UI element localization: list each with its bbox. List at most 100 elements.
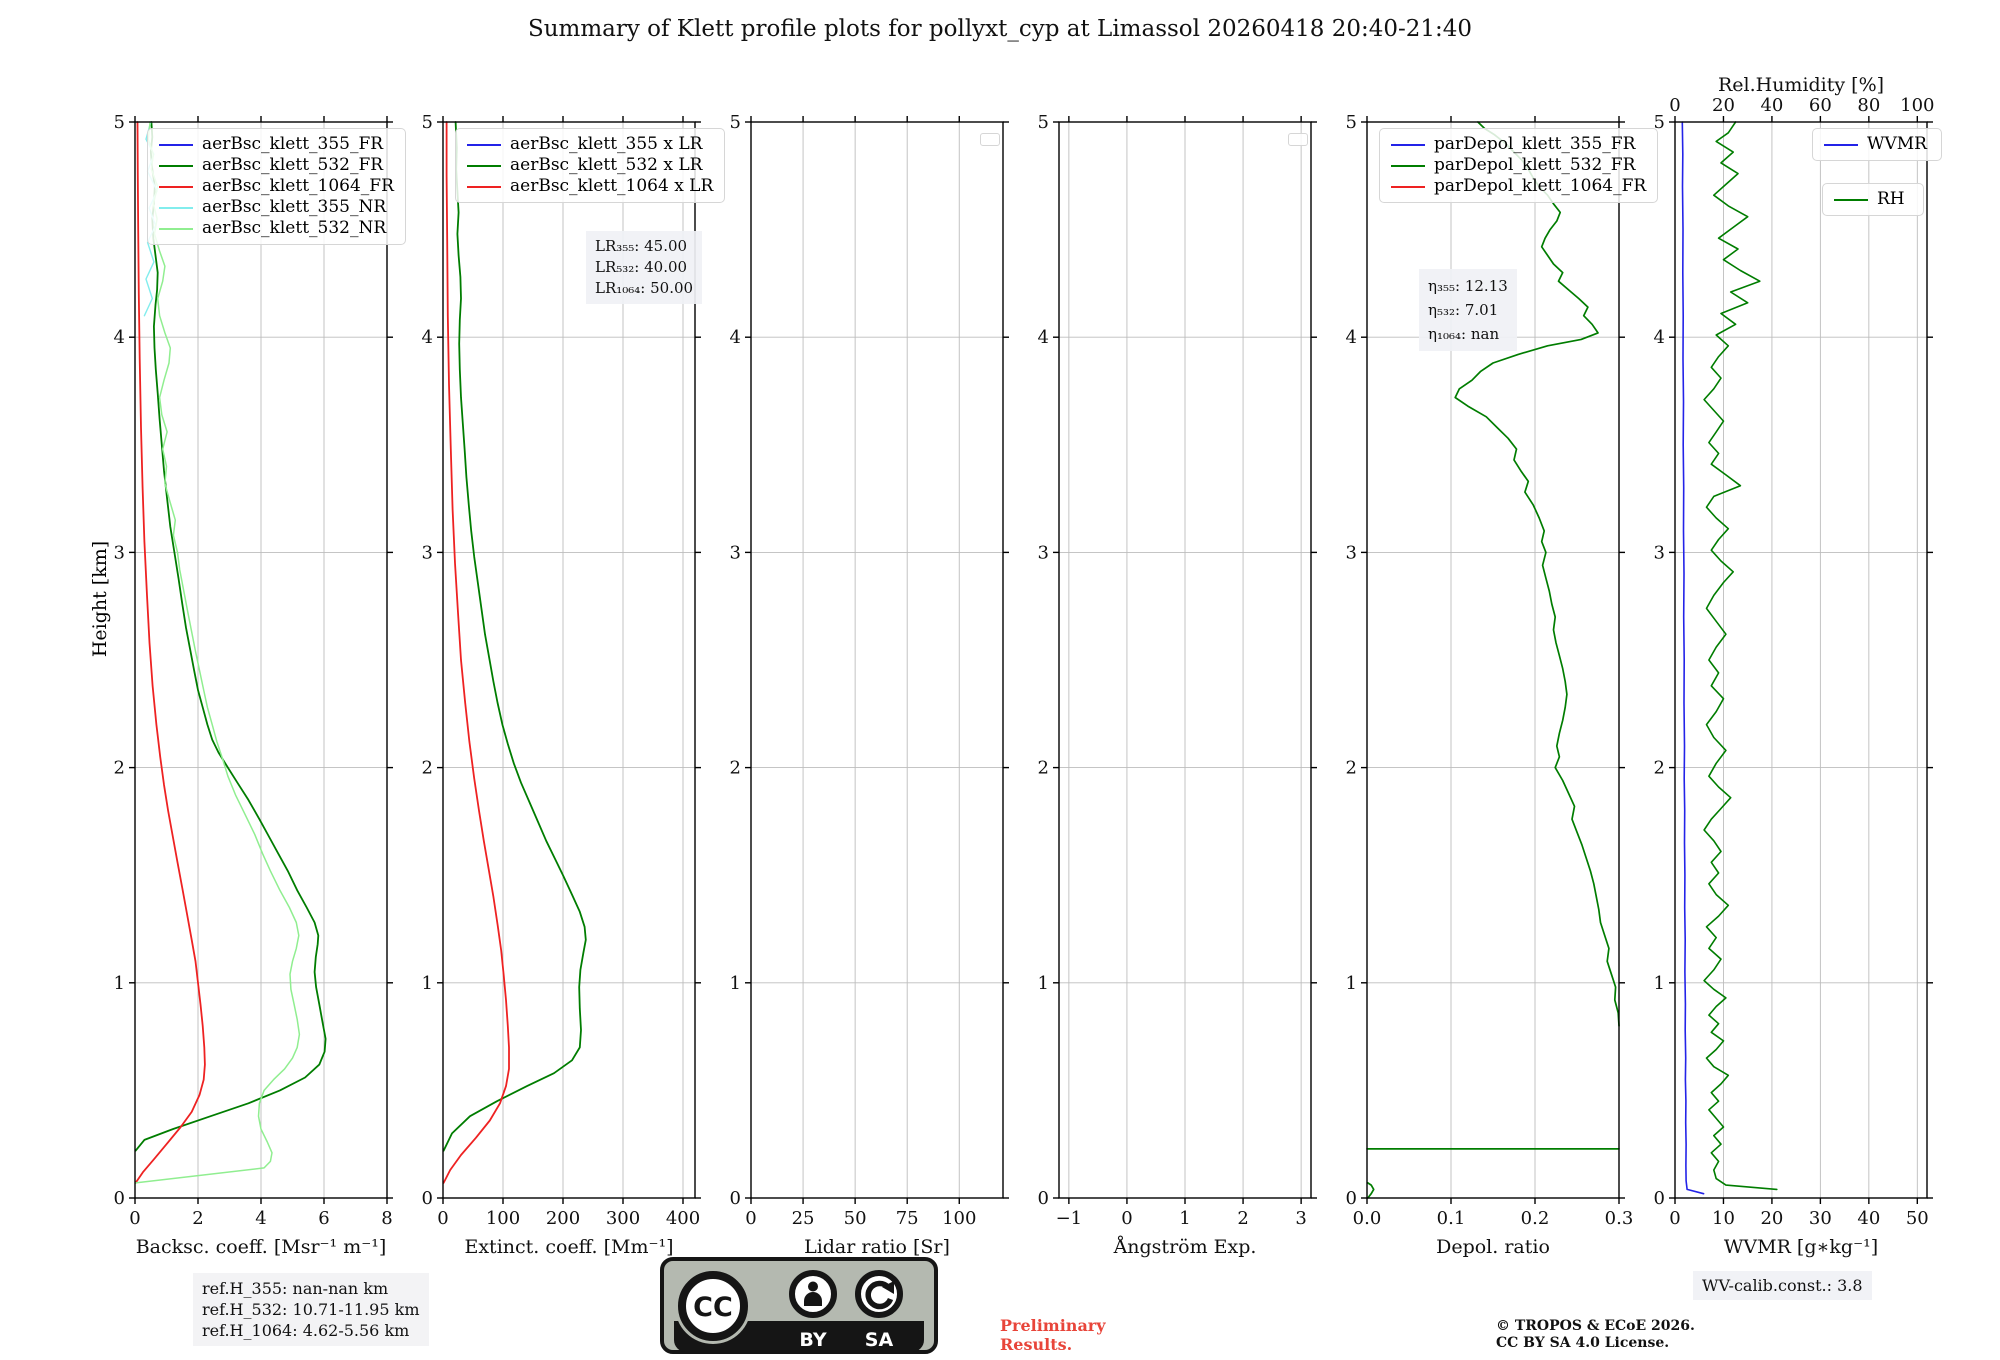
x-tick-label: 0 bbox=[745, 1208, 756, 1229]
ref-h-1064: ref.H_1064: 4.62-5.56 km bbox=[202, 1321, 410, 1340]
legend-label: aerBsc_klett_532_NR bbox=[202, 218, 387, 238]
x-tick-label: 6 bbox=[318, 1208, 329, 1229]
legend-label: aerBsc_klett_355_FR bbox=[202, 134, 384, 154]
x-tick-label: 0 bbox=[437, 1208, 448, 1229]
x-tick-label: 2 bbox=[192, 1208, 203, 1229]
x-tick-label: −1 bbox=[1056, 1208, 1083, 1229]
y-tick-label: 2 bbox=[1346, 758, 1357, 779]
top-tick-label: 20 bbox=[1712, 95, 1735, 116]
legend-label: aerBsc_klett_355_NR bbox=[202, 197, 387, 217]
legend-item: RH bbox=[1834, 189, 1912, 210]
y-tick-label: 2 bbox=[1038, 758, 1049, 779]
y-tick-label: 2 bbox=[114, 758, 125, 779]
y-tick-label: 1 bbox=[114, 973, 125, 994]
legend-item: aerBsc_klett_1064_FR bbox=[159, 176, 394, 197]
y-tick-label: 5 bbox=[422, 112, 433, 133]
series-aerBsc_klett_1064_FR bbox=[134, 121, 206, 1184]
y-tick-label: 4 bbox=[114, 327, 125, 348]
x-tick-label: 300 bbox=[606, 1208, 640, 1229]
legend-box bbox=[1288, 133, 1308, 146]
lr-1064-value: LR₁₀₆₄: 50.00 bbox=[595, 279, 694, 297]
legend-label: aerBsc_klett_1064_FR bbox=[202, 176, 394, 196]
series-aerBsc_klett_532_NR bbox=[134, 121, 301, 1184]
panel-extinct: 0 100 200 300 400 0 1 2 3 4 5 Extinct. coeff. [Mm⁻¹… bbox=[422, 112, 701, 1258]
sa-arrow-arc bbox=[865, 1280, 894, 1310]
panel-lidar_ratio: 0 25 50 75 100 0 1 2 3 4 5 Lidar ratio [Sr] bbox=[730, 112, 1009, 1258]
legend-line-sample bbox=[159, 143, 193, 146]
x-tick-label: 8 bbox=[381, 1208, 392, 1229]
cc-icon bbox=[678, 1271, 748, 1341]
by-person-head bbox=[808, 1281, 818, 1292]
by-label: BY bbox=[799, 1329, 826, 1351]
cc-icon-label: CC bbox=[693, 1292, 733, 1323]
legend-line-sample bbox=[1391, 164, 1425, 167]
legend-line-sample bbox=[159, 164, 193, 167]
legend-box bbox=[980, 133, 1000, 146]
legend-line-sample bbox=[467, 164, 501, 167]
legend-item: parDepol_klett_1064_FR bbox=[1391, 176, 1646, 197]
legend-line-sample bbox=[1834, 198, 1868, 201]
y-tick-label: 5 bbox=[1346, 112, 1357, 133]
x-tick-label: 0.1 bbox=[1437, 1208, 1466, 1229]
y-tick-label: 2 bbox=[1654, 758, 1665, 779]
legend-label: aerBsc_klett_355 x LR bbox=[510, 134, 703, 154]
panel-depol: 0.0 0.1 0.2 0.3 0 1 2 3 4 5 Depol. ratio bbox=[1346, 112, 1634, 1258]
y-tick-label: 1 bbox=[1654, 973, 1665, 994]
x-axis-label-lidar_ratio: Lidar ratio [Sr] bbox=[804, 1236, 950, 1258]
y-tick-label: 0 bbox=[1654, 1188, 1665, 1209]
y-tick-label: 0 bbox=[1346, 1188, 1357, 1209]
lidar-ratio-annotation: LR₃₅₅: 45.00 LR₅₃₂: 40.00 LR₁₀₆₄: 50.00 bbox=[586, 231, 703, 304]
axes-frame bbox=[1366, 121, 1620, 1199]
top-tick-label: 80 bbox=[1857, 95, 1880, 116]
preliminary-results-note: Preliminary Results. bbox=[1000, 1316, 1106, 1354]
y-tick-label: 1 bbox=[730, 973, 741, 994]
series-aerBsc_klett_1064_x_LR bbox=[442, 121, 510, 1184]
legend-label: aerBsc_klett_532 x LR bbox=[510, 155, 703, 175]
legend-line-sample bbox=[159, 185, 193, 188]
y-tick-label: 0 bbox=[114, 1188, 125, 1209]
x-axis-label-depol: Depol. ratio bbox=[1436, 1236, 1550, 1258]
legend-item: aerBsc_klett_355_NR bbox=[159, 197, 394, 218]
y-tick-label: 4 bbox=[1346, 327, 1357, 348]
eta-355-value: η₃₅₅: 12.13 bbox=[1428, 277, 1508, 295]
y-tick-label: 1 bbox=[422, 973, 433, 994]
x-tick-label: 0 bbox=[1121, 1208, 1132, 1229]
y-tick-label: 5 bbox=[114, 112, 125, 133]
top-axis-label: Rel.Humidity [%] bbox=[1718, 74, 1884, 96]
y-tick-label: 1 bbox=[1038, 973, 1049, 994]
legend-line-sample bbox=[1824, 143, 1858, 146]
lr-532-value: LR₅₃₂: 40.00 bbox=[595, 258, 688, 276]
x-tick-label: 400 bbox=[666, 1208, 700, 1229]
y-tick-label: 2 bbox=[730, 758, 741, 779]
legend-label: parDepol_klett_532_FR bbox=[1434, 155, 1636, 175]
lr-355-value: LR₃₅₅: 45.00 bbox=[595, 237, 688, 255]
x-tick-label: 20 bbox=[1760, 1208, 1783, 1229]
by-person-body bbox=[804, 1292, 822, 1306]
y-tick-label: 0 bbox=[422, 1188, 433, 1209]
y-tick-label: 1 bbox=[1346, 973, 1357, 994]
legend-box: aerBsc_klett_355 x LR aerBsc_klett_532 x … bbox=[455, 128, 726, 203]
top-tick-label: 60 bbox=[1809, 95, 1832, 116]
y-tick-label: 3 bbox=[1346, 542, 1357, 563]
x-tick-label: 50 bbox=[1906, 1208, 1929, 1229]
legend-item: parDepol_klett_532_FR bbox=[1391, 155, 1646, 176]
panel-angstroem: −1 0 1 2 3 0 1 2 3 4 5 Ångström Exp. bbox=[1038, 112, 1317, 1258]
series-parDepol_klett_532_FR bbox=[1366, 1182, 1375, 1199]
legend-box: RH bbox=[1822, 183, 1924, 216]
y-tick-label: 3 bbox=[114, 542, 125, 563]
legend-line-sample bbox=[159, 227, 193, 230]
legend-label: WVMR bbox=[1867, 134, 1927, 154]
wv-calibration-annotation: WV-calib.const.: 3.8 bbox=[1693, 1271, 1872, 1300]
legend-line-sample bbox=[1391, 185, 1425, 188]
top-tick-label: 40 bbox=[1760, 95, 1783, 116]
x-tick-label: 200 bbox=[546, 1208, 580, 1229]
x-tick-label: 0.0 bbox=[1353, 1208, 1382, 1229]
legend-label: aerBsc_klett_532_FR bbox=[202, 155, 384, 175]
y-tick-label: 5 bbox=[730, 112, 741, 133]
legend-line-sample bbox=[1391, 143, 1425, 146]
y-tick-label: 3 bbox=[422, 542, 433, 563]
x-tick-label: 0.3 bbox=[1605, 1208, 1634, 1229]
legend-box: parDepol_klett_355_FR parDepol_klett_532_… bbox=[1379, 128, 1659, 203]
top-tick-label: 0 bbox=[1669, 95, 1680, 116]
top-tick-label: 100 bbox=[1900, 95, 1934, 116]
